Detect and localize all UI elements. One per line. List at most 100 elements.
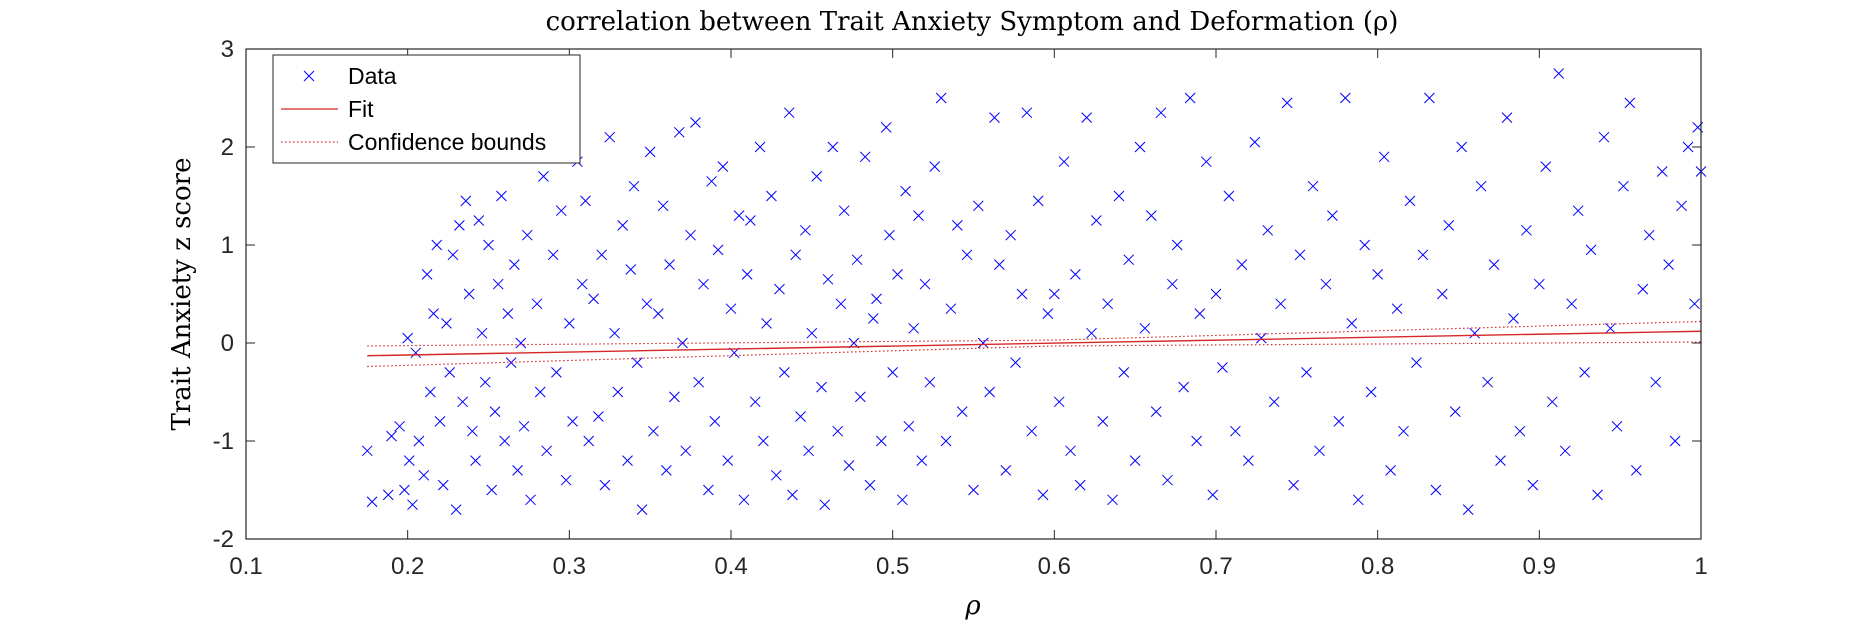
data-point [509,259,520,270]
data-point [1482,376,1493,388]
data-point [1449,406,1461,417]
data-point [843,460,855,471]
data-point [951,220,963,231]
data-point [1155,107,1167,119]
legend-label-data: Data [348,63,397,89]
data-point [596,249,608,261]
data-point [1365,386,1377,398]
data-point [1533,278,1545,290]
data-point [648,425,659,437]
data-point [698,278,709,290]
x-tick-label: 0.4 [714,553,747,580]
x-tick-label: 0.2 [391,553,424,580]
data-point [669,391,680,403]
data-point [717,161,729,172]
legend-label-fit: Fit [348,96,374,122]
data-point [822,273,834,285]
data-point [816,381,827,393]
data-point [410,347,422,359]
data-point [1097,416,1109,427]
data-point [1514,425,1526,437]
y-tick-label: 1 [221,232,234,259]
data-point [989,112,1000,123]
data-point [1333,416,1345,427]
x-axis: 0.1 0.2 0.3 0.4 0.5 0.6 0.7 0.8 0.9 1 [229,49,1708,580]
data-point [935,92,947,104]
data-point [1129,455,1141,466]
data-point [738,494,750,506]
data-point [677,337,688,349]
y-tick-label: 3 [221,36,234,63]
data-point [749,396,761,408]
data-point [1320,278,1332,290]
data-point [1682,141,1694,153]
data-point [1521,224,1532,236]
data-point [972,200,984,212]
data-point [1592,489,1603,501]
data-point [1026,425,1038,437]
data-point [919,278,931,290]
data-point [1150,406,1162,417]
data-point [1134,141,1146,153]
data-point [1624,97,1636,109]
data-point [580,195,591,207]
data-point [880,122,892,133]
data-point [499,435,511,447]
data-point [884,229,895,241]
data-point [908,322,920,334]
data-point [418,469,430,481]
data-point [867,313,879,324]
data-point [636,504,648,515]
y-tick-label: -2 [213,526,234,553]
data-point [1037,489,1049,501]
data-point [795,411,806,422]
data-point [1372,269,1384,280]
data-point [1021,107,1033,119]
data-point [945,303,957,315]
data-point [567,416,578,427]
data-point [913,210,924,221]
data-point [588,293,599,305]
y-axis: -2 -1 0 1 2 3 [213,36,1701,553]
data-point [1207,489,1219,501]
data-point [1598,131,1610,143]
data-point [774,283,785,295]
data-point [534,386,546,398]
data-point [770,469,782,481]
x-tick-label: 0.8 [1361,553,1394,580]
data-point [1559,445,1571,457]
data-point [1443,220,1455,231]
data-point [871,293,882,305]
data-point [1113,190,1125,202]
data-point [1398,425,1409,437]
data-point [1611,420,1623,432]
data-point [576,278,588,290]
data-point [1527,479,1539,491]
data-point [929,161,941,172]
data-point [361,445,373,457]
data-point [421,269,433,280]
data-point [1145,210,1157,221]
confidence-bound-lower [367,341,1702,368]
data-point [783,107,795,119]
data-point [444,367,456,378]
data-point [1411,357,1422,368]
data-point [1223,190,1235,202]
data-point [486,484,498,496]
data-point [977,337,989,349]
x-tick-label: 1 [1694,553,1707,580]
data-point [1166,278,1178,290]
data-point [1307,180,1319,192]
data-point [1327,210,1338,221]
data-point [402,332,414,344]
data-point [531,298,543,310]
data-point [1579,367,1590,378]
data-point [366,496,378,508]
data-point [512,465,523,476]
data-point [754,141,766,153]
data-point [1194,308,1206,319]
data-point [394,420,405,432]
data-point [1424,92,1435,104]
data-point [1262,224,1274,236]
confidence-bound-upper [367,320,1702,347]
